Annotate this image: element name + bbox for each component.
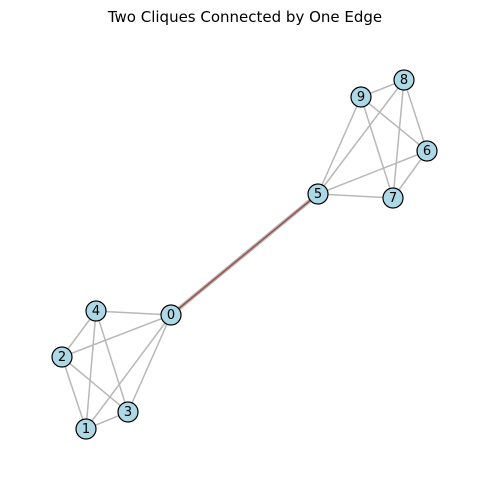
edge-3-4	[96, 311, 128, 412]
edge-7-9	[361, 97, 393, 198]
node-label: 1	[82, 422, 90, 437]
node-label: 0	[167, 308, 175, 323]
edge-5-7	[318, 194, 393, 198]
node-label: 8	[400, 73, 408, 88]
node-6: 6	[417, 141, 437, 161]
node-label: 4	[92, 304, 100, 319]
node-label: 9	[357, 90, 365, 105]
node-5: 5	[308, 184, 328, 204]
edge-0-4	[96, 311, 171, 315]
node-1: 1	[76, 419, 96, 439]
node-label: 6	[423, 144, 431, 159]
node-2: 2	[52, 347, 72, 367]
node-9: 9	[351, 87, 371, 107]
node-label: 3	[124, 405, 132, 420]
edge-6-8	[404, 80, 427, 151]
edge-7-8	[393, 80, 404, 198]
node-label: 5	[314, 187, 322, 202]
node-7: 7	[383, 188, 403, 208]
edges-layer	[62, 80, 427, 429]
node-3: 3	[118, 402, 138, 422]
node-8: 8	[394, 70, 414, 90]
node-0: 0	[161, 305, 181, 325]
bridge-edge-0-5	[171, 194, 318, 315]
node-4: 4	[86, 301, 106, 321]
edge-1-4	[86, 311, 96, 429]
node-label: 7	[389, 191, 397, 206]
node-label: 2	[58, 350, 66, 365]
